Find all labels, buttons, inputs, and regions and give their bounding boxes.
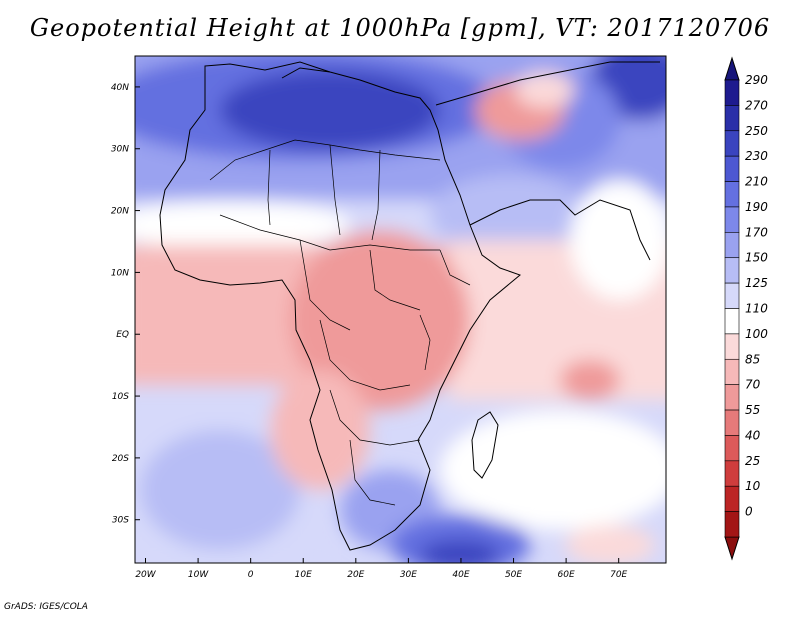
colorbar-swatch bbox=[724, 206, 740, 233]
colorbar-label: 25 bbox=[745, 454, 760, 468]
colorbar-swatch bbox=[724, 333, 740, 360]
colorbar-swatch bbox=[724, 282, 740, 309]
x-tick-label: 50E bbox=[505, 570, 522, 580]
colorbar-label: 70 bbox=[745, 378, 761, 392]
x-axis: 20W 10W 0 10E 20E 30E 40E 50E 60E 70E bbox=[135, 558, 628, 580]
colorbar-label: 55 bbox=[745, 403, 760, 417]
colorbar-swatch bbox=[724, 435, 740, 462]
colorbar-swatch bbox=[724, 105, 740, 132]
colorbar-swatch bbox=[724, 511, 740, 538]
colorbar: 2902702502302101901701501251101008570554… bbox=[724, 56, 768, 561]
y-tick-label: 40N bbox=[111, 83, 129, 93]
x-tick-label: 30E bbox=[400, 570, 417, 580]
colorbar-label: 290 bbox=[745, 73, 768, 87]
madagascar-outline bbox=[471, 411, 499, 479]
y-tick-label: 30S bbox=[112, 516, 129, 526]
colorbar-label: 270 bbox=[745, 98, 768, 112]
plot-area bbox=[135, 56, 666, 563]
country-borders bbox=[209, 139, 471, 506]
colorbar-bottom-arrow bbox=[724, 536, 740, 561]
y-tick-label: 10N bbox=[111, 268, 129, 278]
colorbar-swatch bbox=[724, 181, 740, 208]
y-tick-label: 20S bbox=[112, 454, 129, 464]
x-tick-label: 20W bbox=[135, 570, 156, 580]
x-tick-label: 60E bbox=[558, 570, 575, 580]
y-tick-label: 30N bbox=[111, 145, 129, 155]
colorbar-label: 170 bbox=[745, 225, 768, 239]
colorbar-swatch bbox=[724, 485, 740, 512]
colorbar-label: 110 bbox=[745, 302, 768, 316]
y-axis: 40N 30N 20N 10N EQ 10S 20S 30S bbox=[111, 83, 140, 526]
coastlines bbox=[159, 61, 660, 551]
map-title: Geopotential Height at 1000hPa [gpm], VT… bbox=[29, 14, 771, 42]
grads-credit: GrADS: IGES/COLA bbox=[4, 602, 88, 612]
colorbar-swatch bbox=[724, 257, 740, 284]
x-tick-label: 40E bbox=[452, 570, 469, 580]
colorbar-swatch bbox=[724, 460, 740, 487]
y-tick-label: 10S bbox=[112, 392, 129, 402]
plot-frame bbox=[134, 55, 667, 564]
colorbar-label: 100 bbox=[745, 327, 768, 341]
x-tick-label: 70E bbox=[610, 570, 627, 580]
colorbar-label: 0 bbox=[745, 505, 753, 519]
colorbar-label: 250 bbox=[745, 124, 768, 138]
colorbar-label: 150 bbox=[745, 251, 768, 265]
colorbar-top-arrow bbox=[724, 56, 740, 81]
colorbar-swatch bbox=[724, 232, 740, 259]
colorbar-swatch bbox=[724, 155, 740, 182]
colorbar-swatch bbox=[724, 308, 740, 335]
x-tick-label: 10E bbox=[295, 570, 312, 580]
colorbar-swatch bbox=[724, 358, 740, 385]
colorbar-label: 40 bbox=[745, 428, 761, 442]
y-tick-label: EQ bbox=[116, 330, 129, 340]
height-field bbox=[135, 56, 666, 563]
colorbar-swatch bbox=[724, 384, 740, 411]
y-tick-label: 20N bbox=[111, 207, 129, 217]
colorbar-swatch bbox=[724, 79, 740, 106]
colorbar-swatch bbox=[724, 409, 740, 436]
x-tick-label: 20E bbox=[347, 570, 364, 580]
colorbar-label: 85 bbox=[745, 352, 760, 366]
colorbar-label: 10 bbox=[745, 479, 761, 493]
x-tick-label: 10W bbox=[188, 570, 209, 580]
colorbar-label: 190 bbox=[745, 200, 768, 214]
colorbar-label: 125 bbox=[745, 276, 768, 290]
x-tick-label: 0 bbox=[248, 570, 254, 580]
colorbar-label: 230 bbox=[745, 149, 768, 163]
colorbar-label: 210 bbox=[745, 175, 768, 189]
colorbar-swatch bbox=[724, 130, 740, 157]
